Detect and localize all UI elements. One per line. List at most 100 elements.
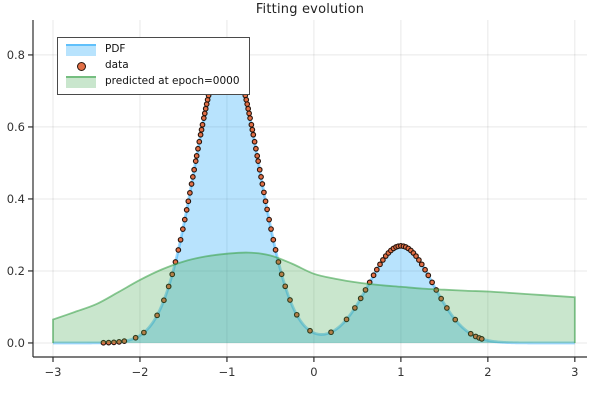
data-point: [195, 145, 201, 152]
data-point: [193, 153, 200, 159]
data-point: [264, 206, 270, 213]
data-point: [249, 126, 256, 133]
data-point: [169, 271, 176, 278]
data-point: [202, 105, 209, 112]
pdf-area-series: [53, 50, 575, 345]
data-point: [132, 334, 139, 341]
data-point: [343, 316, 350, 323]
x-tick-label: −3: [45, 365, 62, 379]
data-point: [328, 329, 334, 336]
legend-item-predicted: predicted at epoch=0000: [66, 74, 240, 89]
data-point: [370, 272, 377, 279]
data-point: [255, 158, 262, 164]
x-tick-label: −2: [131, 365, 148, 379]
data-point: [247, 115, 253, 121]
data-point: [187, 190, 193, 196]
data-point: [188, 181, 195, 187]
data-point: [262, 198, 269, 205]
data-point: [198, 126, 205, 133]
data-point: [377, 261, 383, 268]
x-tick-label: 2: [484, 365, 491, 379]
data-point: [293, 311, 300, 318]
data-point: [161, 297, 167, 304]
data-point: [278, 271, 285, 278]
data-point: [478, 335, 485, 342]
data-point: [116, 339, 122, 345]
data-point: [246, 110, 252, 117]
y-tick-label: 0.6: [7, 120, 25, 134]
y-tick-label: 0.8: [7, 48, 25, 62]
data-point: [270, 236, 277, 243]
data-point: [259, 181, 266, 187]
x-tick-label: 1: [397, 365, 404, 379]
data-point: [191, 166, 198, 173]
data-point: [251, 138, 258, 145]
data-point: [467, 330, 474, 337]
data-point: [111, 339, 117, 346]
data-point: [425, 272, 432, 279]
x-tick-label: 0: [310, 365, 317, 379]
data-point: [190, 174, 196, 180]
y-tick-label: 0.4: [7, 192, 25, 206]
data-point: [250, 131, 257, 138]
data-point: [373, 266, 380, 273]
data-point: [181, 216, 188, 223]
data-point: [245, 105, 252, 112]
data-point: [413, 253, 419, 259]
data-point: [282, 283, 289, 290]
x-tick-label: −1: [218, 365, 235, 379]
data-point: [200, 115, 207, 121]
data-point: [357, 295, 364, 302]
data-point: [352, 305, 358, 311]
data-point: [418, 261, 425, 268]
data-point: [244, 101, 251, 108]
data-point: [275, 259, 282, 265]
data-point: [177, 236, 184, 243]
legend-item-pdf: PDF: [66, 42, 240, 57]
data-point: [253, 145, 259, 152]
data-point: [380, 257, 386, 263]
data-point: [248, 121, 255, 128]
data-point: [266, 216, 272, 223]
predicted-area-swatch-icon: [66, 75, 96, 88]
data-point: [183, 207, 190, 213]
data-point: [268, 226, 274, 232]
legend: PDF data predicted at epoch=0000: [57, 37, 250, 95]
data-point: [192, 158, 199, 164]
data-point: [307, 327, 313, 334]
data-point: [422, 266, 428, 273]
x-tick-label: 3: [571, 365, 578, 379]
data-point: [201, 110, 208, 117]
legend-label-predicted: predicted at epoch=0000: [105, 75, 240, 87]
y-tick-label: 0.2: [7, 264, 25, 278]
data-point: [154, 312, 160, 319]
legend-label-data: data: [105, 59, 129, 71]
data-point: [121, 338, 128, 345]
data-point: [272, 247, 279, 253]
data-point: [452, 316, 459, 323]
data-marker-swatch-wrap: [66, 56, 96, 75]
y-tick-label: 0.0: [7, 336, 25, 350]
data-point: [362, 287, 369, 293]
data-point: [199, 121, 206, 128]
legend-item-data: data: [66, 58, 240, 73]
data-point: [438, 295, 445, 302]
data-point: [243, 96, 250, 103]
data-point: [196, 138, 203, 145]
data-marker-swatch-icon: [76, 62, 86, 71]
data-point: [180, 226, 186, 232]
data-point: [197, 131, 204, 138]
data-point: [254, 153, 261, 159]
data-point: [261, 189, 267, 196]
axes: −3 −2 −1 0 1 2 3 0.0 0.2 0.4 0.6 0.8: [7, 20, 587, 379]
data-point: [175, 247, 182, 253]
data-point: [141, 329, 147, 336]
data-point: [429, 279, 435, 286]
data-point: [258, 173, 264, 180]
data-point: [287, 297, 293, 303]
legend-label-pdf: PDF: [105, 43, 126, 55]
data-point: [416, 257, 422, 263]
data-point: [105, 339, 112, 346]
chart-title: Fitting evolution: [255, 2, 365, 17]
